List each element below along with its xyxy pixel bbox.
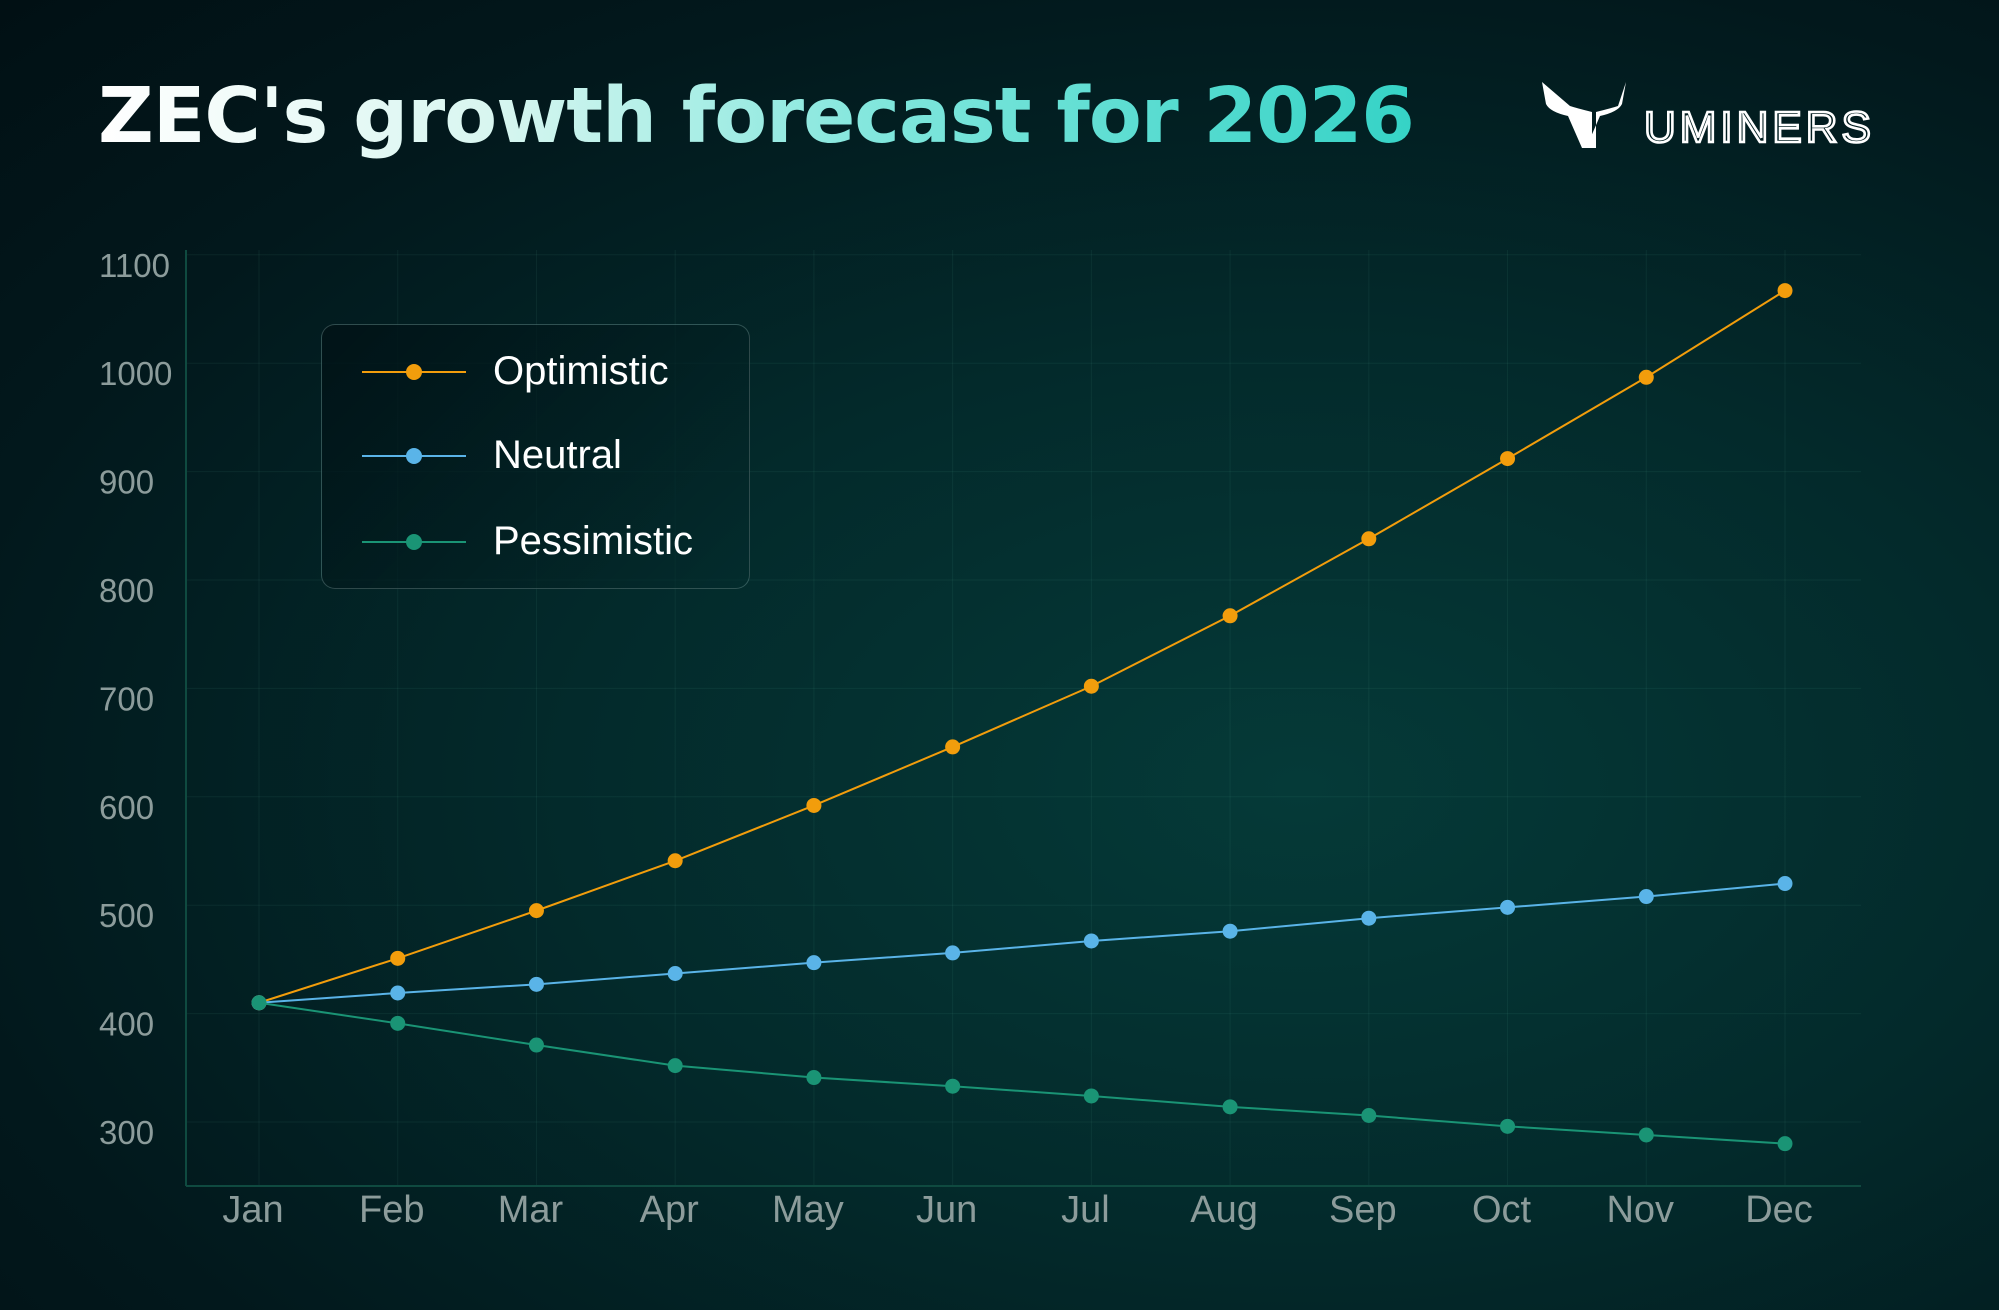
y-tick-label: 300 bbox=[99, 1114, 154, 1151]
data-point bbox=[1222, 923, 1238, 939]
y-tick-label: 800 bbox=[99, 572, 154, 609]
x-tick-label: Sep bbox=[1329, 1189, 1397, 1231]
data-point bbox=[528, 903, 544, 919]
svg-text:UMINERS: UMINERS bbox=[1644, 103, 1875, 152]
legend-marker bbox=[406, 364, 422, 380]
x-tick-label: Jan bbox=[222, 1189, 283, 1231]
y-tick-label: 900 bbox=[99, 464, 154, 501]
data-point bbox=[667, 853, 683, 869]
data-point bbox=[806, 955, 822, 971]
x-tick-label: Jul bbox=[1061, 1189, 1110, 1231]
data-point bbox=[1361, 531, 1377, 547]
data-point bbox=[1361, 1107, 1377, 1123]
series-line bbox=[258, 289, 1786, 1004]
y-tick-label: 1100 bbox=[99, 247, 170, 284]
series-line bbox=[258, 882, 1786, 1004]
data-point bbox=[667, 1058, 683, 1074]
x-tick-label: Nov bbox=[1606, 1189, 1674, 1231]
uminers-logo: UMINERS bbox=[1542, 82, 1875, 152]
y-tick-label: 500 bbox=[99, 897, 154, 934]
data-point bbox=[806, 797, 822, 813]
data-point bbox=[1500, 1118, 1516, 1134]
legend-label: Neutral bbox=[493, 433, 622, 477]
y-tick-label: 700 bbox=[99, 680, 154, 717]
legend-marker bbox=[406, 448, 422, 464]
data-point bbox=[1777, 876, 1793, 892]
chart-title: ZEC's growth forecast for 2026 bbox=[98, 72, 1415, 161]
data-point bbox=[390, 950, 406, 966]
y-tick-label: 600 bbox=[99, 789, 154, 826]
data-point bbox=[945, 1078, 961, 1094]
data-point bbox=[1777, 283, 1793, 299]
x-tick-label: Apr bbox=[640, 1189, 699, 1231]
legend-label: Pessimistic bbox=[493, 519, 694, 563]
x-tick-label: Dec bbox=[1745, 1189, 1813, 1231]
data-point bbox=[667, 965, 683, 981]
data-point bbox=[390, 1015, 406, 1031]
x-tick-label: May bbox=[772, 1189, 844, 1231]
legend: Optimistic Neutral Pessimistic bbox=[321, 324, 750, 589]
x-tick-label: Oct bbox=[1472, 1189, 1532, 1231]
data-point bbox=[1638, 889, 1654, 905]
series-line bbox=[258, 1001, 1786, 1145]
x-tick-label: Aug bbox=[1190, 1189, 1258, 1231]
data-point bbox=[251, 995, 267, 1011]
x-tick-label: Mar bbox=[498, 1189, 564, 1231]
x-tick-label: Jun bbox=[916, 1189, 977, 1231]
data-point bbox=[1222, 1099, 1238, 1115]
data-point bbox=[1638, 369, 1654, 385]
data-point bbox=[1083, 933, 1099, 949]
data-point bbox=[1638, 1127, 1654, 1143]
data-point bbox=[945, 739, 961, 755]
series-pessimistic bbox=[251, 995, 1793, 1152]
data-point bbox=[1500, 451, 1516, 467]
data-point bbox=[390, 985, 406, 1001]
legend-item-pessimistic[interactable]: Pessimistic bbox=[322, 517, 749, 567]
bull-horns-icon bbox=[1542, 82, 1626, 148]
data-point bbox=[1361, 910, 1377, 926]
data-point bbox=[806, 1070, 822, 1086]
data-point bbox=[1777, 1136, 1793, 1152]
y-tick-label: 1000 bbox=[99, 355, 172, 392]
data-point bbox=[528, 1037, 544, 1053]
legend-marker bbox=[406, 534, 422, 550]
legend-label: Optimistic bbox=[493, 349, 669, 393]
x-tick-label: Feb bbox=[359, 1189, 424, 1231]
data-point bbox=[1083, 678, 1099, 694]
y-tick-label: 400 bbox=[99, 1006, 154, 1043]
data-point bbox=[1500, 899, 1516, 915]
data-point bbox=[528, 976, 544, 992]
series-neutral bbox=[251, 876, 1793, 1011]
legend-item-neutral[interactable]: Neutral bbox=[322, 431, 749, 481]
data-point bbox=[945, 945, 961, 961]
data-point bbox=[1083, 1088, 1099, 1104]
legend-item-optimistic[interactable]: Optimistic bbox=[322, 347, 749, 397]
data-point bbox=[1222, 608, 1238, 624]
